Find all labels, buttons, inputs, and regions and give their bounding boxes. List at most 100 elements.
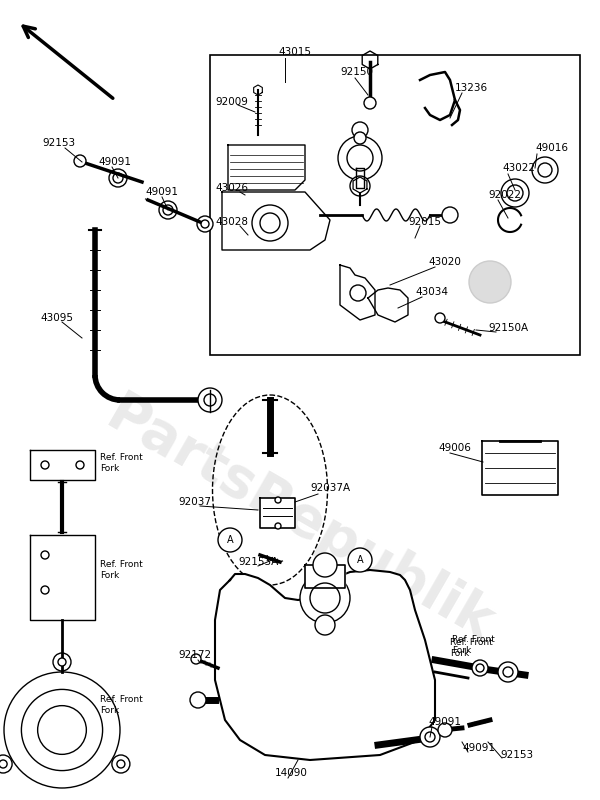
Circle shape xyxy=(315,615,335,635)
Circle shape xyxy=(350,176,370,196)
Text: 92150: 92150 xyxy=(340,67,373,77)
Circle shape xyxy=(338,136,382,180)
Text: PartsRepublik: PartsRepublik xyxy=(97,387,503,653)
Circle shape xyxy=(198,388,222,412)
Text: A: A xyxy=(227,535,233,545)
Text: 43020: 43020 xyxy=(428,257,461,267)
Polygon shape xyxy=(482,441,558,495)
Text: 43095: 43095 xyxy=(40,313,73,323)
Polygon shape xyxy=(222,192,330,250)
Bar xyxy=(210,55,580,355)
Text: 49091: 49091 xyxy=(145,187,178,197)
Text: 49091: 49091 xyxy=(462,743,495,753)
Circle shape xyxy=(4,672,120,788)
Text: 43034: 43034 xyxy=(415,287,448,297)
Circle shape xyxy=(507,185,523,201)
Text: 92153: 92153 xyxy=(500,750,533,760)
Text: 43015: 43015 xyxy=(278,47,311,57)
Circle shape xyxy=(163,205,173,215)
Text: 92150A: 92150A xyxy=(488,323,528,333)
Circle shape xyxy=(113,173,123,183)
Polygon shape xyxy=(215,570,435,760)
Circle shape xyxy=(352,122,368,138)
Circle shape xyxy=(275,523,281,529)
Text: 92172: 92172 xyxy=(178,650,211,660)
Circle shape xyxy=(252,205,288,241)
Text: Ref. Front
Fork: Ref. Front Fork xyxy=(100,454,143,473)
Circle shape xyxy=(532,157,558,183)
Circle shape xyxy=(41,586,49,594)
Text: 43022: 43022 xyxy=(502,163,535,173)
Text: 92153: 92153 xyxy=(42,138,75,148)
Circle shape xyxy=(310,583,340,613)
Text: 14090: 14090 xyxy=(275,768,308,778)
Circle shape xyxy=(41,551,49,559)
Circle shape xyxy=(0,755,12,773)
Text: 92037A: 92037A xyxy=(310,483,350,493)
Polygon shape xyxy=(228,145,305,190)
Text: 43026: 43026 xyxy=(215,183,248,193)
Circle shape xyxy=(469,261,511,303)
Circle shape xyxy=(191,654,201,664)
Circle shape xyxy=(498,662,518,682)
Text: 92009: 92009 xyxy=(215,97,248,107)
Circle shape xyxy=(313,553,337,577)
Polygon shape xyxy=(340,265,375,320)
Text: 92153A: 92153A xyxy=(238,557,278,567)
Circle shape xyxy=(218,528,242,552)
Circle shape xyxy=(112,755,130,773)
Text: 49091: 49091 xyxy=(428,717,461,727)
Text: 92015: 92015 xyxy=(408,217,441,227)
Circle shape xyxy=(190,692,206,708)
Text: 92022: 92022 xyxy=(488,190,521,200)
Circle shape xyxy=(503,667,513,677)
Text: 49006: 49006 xyxy=(438,443,471,453)
Text: Ref. Front
Fork: Ref. Front Fork xyxy=(452,635,495,654)
Circle shape xyxy=(538,163,552,177)
Circle shape xyxy=(300,573,350,623)
Text: 92037: 92037 xyxy=(178,497,211,507)
Circle shape xyxy=(348,548,372,572)
Text: 43028: 43028 xyxy=(215,217,248,227)
Circle shape xyxy=(420,727,440,747)
Circle shape xyxy=(354,132,366,144)
Circle shape xyxy=(204,394,216,406)
Circle shape xyxy=(438,723,452,737)
Text: Ref. Front
Fork: Ref. Front Fork xyxy=(450,638,493,658)
Circle shape xyxy=(350,285,366,301)
Circle shape xyxy=(41,461,49,469)
Text: Ref. Front
Fork: Ref. Front Fork xyxy=(100,560,143,580)
Circle shape xyxy=(501,179,529,207)
Text: 49016: 49016 xyxy=(535,143,568,153)
Text: A: A xyxy=(356,555,364,565)
Circle shape xyxy=(76,461,84,469)
Circle shape xyxy=(159,201,177,219)
Circle shape xyxy=(117,760,125,768)
Circle shape xyxy=(0,760,7,768)
Polygon shape xyxy=(305,565,345,588)
Polygon shape xyxy=(30,450,95,480)
Circle shape xyxy=(476,664,484,672)
Circle shape xyxy=(201,220,209,228)
Circle shape xyxy=(38,706,86,754)
Circle shape xyxy=(74,155,86,167)
Text: 13236: 13236 xyxy=(455,83,488,93)
Polygon shape xyxy=(260,498,295,528)
Circle shape xyxy=(109,169,127,187)
Polygon shape xyxy=(30,535,95,620)
Text: Ref. Front
Fork: Ref. Front Fork xyxy=(100,695,143,714)
Circle shape xyxy=(275,497,281,503)
Circle shape xyxy=(364,97,376,109)
Circle shape xyxy=(22,690,103,770)
Circle shape xyxy=(260,213,280,233)
Circle shape xyxy=(197,216,213,232)
Circle shape xyxy=(425,732,435,742)
Circle shape xyxy=(347,145,373,171)
Circle shape xyxy=(442,207,458,223)
Circle shape xyxy=(472,660,488,676)
Polygon shape xyxy=(368,288,408,322)
Circle shape xyxy=(58,658,66,666)
Text: 49091: 49091 xyxy=(98,157,131,167)
Circle shape xyxy=(53,653,71,671)
Circle shape xyxy=(435,313,445,323)
